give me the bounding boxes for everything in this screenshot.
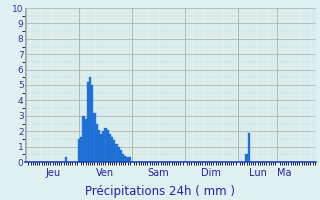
Bar (65, 157, 67, 162)
Text: Précipitations 24h ( mm ): Précipitations 24h ( mm ) (85, 185, 235, 198)
Bar (107, 130, 109, 162)
Bar (248, 133, 250, 162)
Text: Sam: Sam (148, 168, 169, 178)
Text: Lun: Lun (249, 168, 267, 178)
Bar (116, 144, 117, 162)
Bar (126, 157, 129, 162)
Bar (78, 139, 80, 162)
Bar (96, 123, 98, 162)
Bar (122, 154, 124, 162)
Text: Jeu: Jeu (45, 168, 60, 178)
Bar (98, 130, 100, 162)
Bar (120, 150, 122, 162)
Bar (87, 82, 89, 162)
Bar (245, 154, 248, 162)
Bar (80, 137, 82, 162)
Bar (113, 140, 116, 162)
Bar (93, 113, 96, 162)
Bar (84, 119, 87, 162)
Bar (82, 116, 84, 162)
Text: Dim: Dim (201, 168, 221, 178)
Bar (117, 147, 120, 162)
Bar (111, 137, 113, 162)
Bar (102, 131, 104, 162)
Bar (104, 128, 107, 162)
Bar (129, 157, 131, 162)
Text: Ma: Ma (277, 168, 291, 178)
Bar (124, 156, 126, 162)
Bar (100, 134, 102, 162)
Text: Ven: Ven (96, 168, 115, 178)
Bar (109, 134, 111, 162)
Bar (89, 77, 91, 162)
Bar (91, 85, 93, 162)
